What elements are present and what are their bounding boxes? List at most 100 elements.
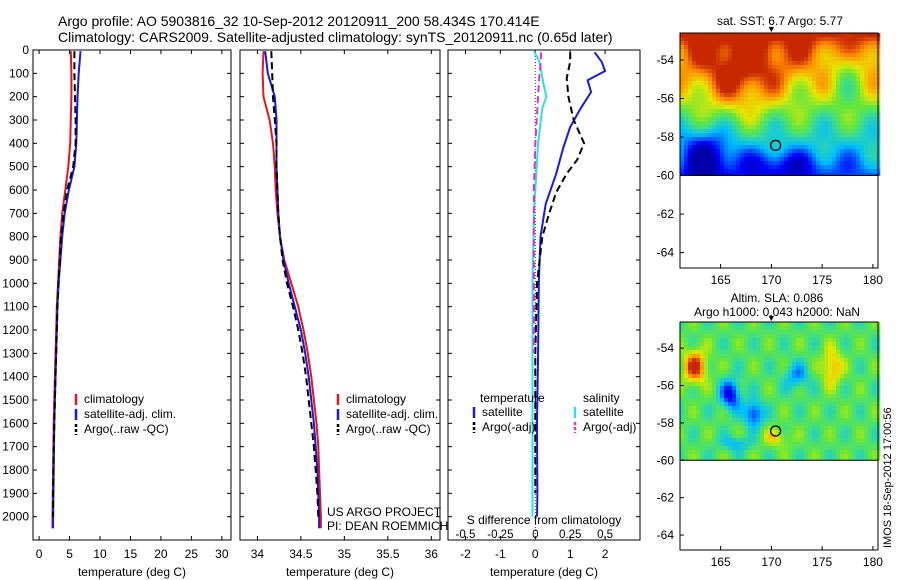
heatmap-cell — [872, 426, 877, 431]
heatmap-cell — [832, 85, 837, 90]
heatmap-cell — [728, 173, 733, 176]
heatmap-cell — [856, 330, 861, 335]
heatmap-cell — [836, 125, 841, 130]
heatmap-cell — [784, 33, 789, 38]
heatmap-cell — [860, 434, 865, 439]
heatmap-cell — [840, 53, 845, 58]
heatmap-cell — [864, 422, 869, 427]
heatmap-cell — [808, 157, 813, 162]
heatmap-cell — [812, 402, 817, 407]
heatmap-cell — [740, 338, 745, 343]
heatmap-cell — [736, 390, 741, 395]
heatmap-cell — [768, 53, 773, 58]
heatmap-cell — [828, 438, 833, 443]
heatmap-cell — [740, 105, 745, 110]
heatmap-cell — [692, 370, 697, 375]
heatmap-cell — [684, 398, 689, 403]
north-tick: ▼ — [767, 313, 776, 323]
heatmap-cell — [772, 330, 777, 335]
heatmap-cell — [700, 141, 705, 146]
heatmap-cell — [800, 57, 805, 62]
heatmap-cell — [792, 418, 797, 423]
heatmap-cell — [848, 153, 853, 158]
heatmap-cell — [708, 121, 713, 126]
heatmap-cell — [816, 326, 821, 331]
heatmap-cell — [852, 426, 857, 431]
heatmap-cell — [844, 334, 849, 339]
heatmap-cell — [736, 125, 741, 130]
heatmap-cell — [784, 326, 789, 331]
heatmap-cell — [872, 390, 877, 395]
heatmap-cell — [760, 121, 765, 126]
heatmap-cell — [872, 434, 877, 439]
heatmap-cell — [700, 350, 705, 355]
heatmap-cell — [844, 358, 849, 363]
heatmap-cell — [680, 350, 685, 355]
heatmap-cell — [804, 101, 809, 106]
heatmap-cell — [756, 454, 761, 459]
heatmap-cell — [760, 458, 765, 461]
heatmap-cell — [744, 89, 749, 94]
heatmap-cell — [784, 49, 789, 54]
heatmap-cell — [784, 358, 789, 363]
heatmap-cell — [804, 141, 809, 146]
heatmap-cell — [780, 161, 785, 166]
heatmap-cell — [824, 450, 829, 455]
heatmap-cell — [792, 105, 797, 110]
heatmap-cell — [708, 402, 713, 407]
heatmap-cell — [780, 45, 785, 50]
heatmap-cell — [832, 73, 837, 78]
heatmap-cell — [724, 422, 729, 427]
heatmap-cell — [856, 350, 861, 355]
heatmap-cell — [684, 446, 689, 451]
heatmap-cell — [772, 430, 777, 435]
heatmap-cell — [828, 45, 833, 50]
heatmap-cell — [716, 414, 721, 419]
heatmap-cell — [816, 394, 821, 399]
heatmap-cell — [780, 149, 785, 154]
heatmap-cell — [704, 73, 709, 78]
heatmap-cell — [792, 350, 797, 355]
heatmap-cell — [796, 129, 801, 134]
heatmap-cell — [864, 430, 869, 435]
heatmap-cell — [712, 37, 717, 42]
heatmap-cell — [720, 402, 725, 407]
heatmap-cell — [756, 338, 761, 343]
heatmap-cell — [716, 133, 721, 138]
heatmap-cell — [872, 169, 877, 174]
heatmap-cell — [800, 73, 805, 78]
heatmap-cell — [736, 450, 741, 455]
heatmap-cell — [732, 446, 737, 451]
heatmap-cell — [872, 454, 877, 459]
heatmap-cell — [740, 382, 745, 387]
heatmap-cell — [708, 73, 713, 78]
heatmap-cell — [828, 133, 833, 138]
heatmap-cell — [820, 382, 825, 387]
heatmap-cell — [800, 165, 805, 170]
heatmap-cell — [832, 350, 837, 355]
heatmap-cell — [872, 157, 877, 162]
heatmap-cell — [816, 69, 821, 74]
heatmap-cell — [828, 41, 833, 46]
heatmap-cell — [764, 342, 769, 347]
heatmap-cell — [808, 350, 813, 355]
heatmap-cell — [700, 89, 705, 94]
heatmap-cell — [796, 338, 801, 343]
heatmap-cell — [828, 61, 833, 66]
heatmap-cell — [800, 422, 805, 427]
y-tick-label: 500 — [9, 160, 29, 174]
heatmap-cell — [788, 322, 793, 327]
heatmap-cell — [748, 141, 753, 146]
heatmap-cell — [688, 402, 693, 407]
heatmap-cell — [736, 69, 741, 74]
heatmap-cell — [864, 105, 869, 110]
heatmap-cell — [700, 153, 705, 158]
heatmap-cell — [836, 358, 841, 363]
heatmap-cell — [712, 69, 717, 74]
heatmap-cell — [744, 121, 749, 126]
heatmap-cell — [728, 426, 733, 431]
heatmap-cell — [776, 113, 781, 118]
heatmap-cell — [772, 157, 777, 162]
heatmap-cell — [772, 165, 777, 170]
heatmap-cell — [852, 101, 857, 106]
